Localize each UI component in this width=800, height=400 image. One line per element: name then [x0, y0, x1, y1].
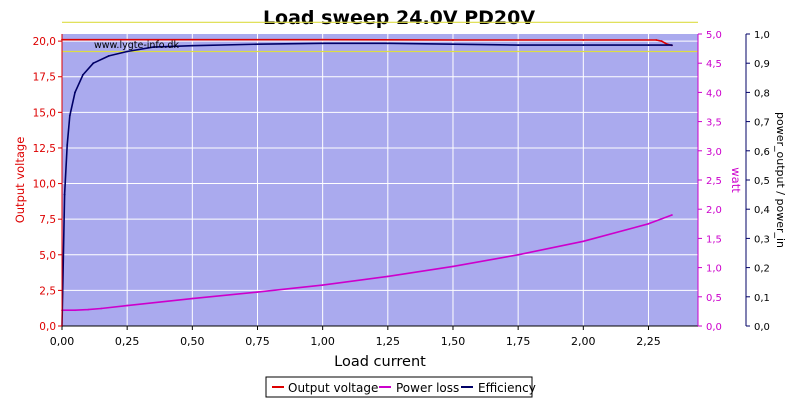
data-point-output-voltage — [582, 39, 585, 41]
y-right1-tick-label: 5,0 — [706, 30, 722, 41]
y-left-tick-label: 15,0 — [33, 107, 56, 119]
chart-title: Load sweep 24.0V PD20V — [263, 7, 535, 29]
data-point-efficiency — [63, 193, 66, 196]
data-point-power-loss — [647, 222, 650, 225]
legend-label-power-loss: Power loss — [396, 381, 459, 395]
x-tick-label: 2,25 — [636, 335, 661, 348]
x-tick-label: 1,75 — [506, 335, 531, 348]
data-point-efficiency — [582, 44, 585, 46]
legend-label-efficiency: Efficiency — [478, 381, 536, 395]
data-point-efficiency — [517, 44, 520, 46]
data-point-power-loss — [100, 307, 102, 310]
y-right2-tick-label: 0,7 — [754, 118, 770, 129]
x-tick-label: 1,25 — [376, 335, 401, 348]
data-point-efficiency — [671, 44, 673, 46]
data-point-power-loss — [452, 265, 454, 268]
data-point-output-voltage — [321, 38, 324, 41]
legend-box — [265, 376, 533, 398]
y-left-tick-label: 17,5 — [33, 72, 56, 84]
y-left-tick-label: 20,0 — [33, 36, 56, 48]
data-point-efficiency — [647, 44, 650, 46]
y-right1-tick-label: 2,0 — [706, 205, 722, 216]
y-right1-tick-label: 3,5 — [706, 118, 722, 129]
data-point-power-loss — [74, 309, 76, 312]
y-left-tick-label: 12,5 — [33, 143, 56, 155]
legend: Output voltage Power loss Efficiency — [265, 376, 536, 398]
y-right1-tick-label: 4,0 — [706, 88, 722, 99]
data-point-efficiency — [68, 114, 71, 117]
y-right2-tick-label: 0,0 — [754, 322, 770, 333]
data-point-efficiency — [321, 42, 324, 45]
data-point-efficiency — [386, 42, 389, 45]
data-point-efficiency — [191, 44, 194, 47]
y-right1-tick-label: 4,5 — [706, 59, 722, 70]
y-right2-tick-label: 0,8 — [754, 88, 770, 99]
y-left-tick-label: 0,0 — [39, 321, 56, 333]
y-right1-tick-label: 2,5 — [706, 176, 722, 187]
data-point-power-loss — [386, 275, 389, 278]
y-right2-tick-label: 1,0 — [754, 30, 770, 41]
y-right1-tick-label: 1,5 — [706, 234, 722, 245]
data-point-efficiency — [92, 62, 95, 65]
x-tick-label: 1,50 — [441, 335, 466, 348]
data-point-efficiency — [74, 91, 76, 94]
x-tick-label: 0,00 — [50, 335, 75, 348]
plot-area — [62, 34, 698, 326]
data-point-efficiency — [66, 144, 69, 146]
y-right1-tick-label: 0,0 — [706, 322, 722, 333]
x-tick-label: 0,50 — [180, 335, 205, 348]
y-right2-tick-label: 0,6 — [754, 147, 770, 158]
data-point-output-voltage — [452, 39, 454, 41]
x-tick-label: 2,00 — [571, 335, 596, 348]
y-left-axis-label: Output voltage — [13, 137, 27, 224]
y-right1-axis-label: watt — [729, 167, 743, 193]
x-tick-label: 0,25 — [115, 335, 140, 348]
y-right2-tick-label: 0,1 — [754, 293, 770, 304]
data-point-power-loss — [671, 214, 673, 216]
y-right2-tick-label: 0,5 — [754, 176, 770, 187]
data-point-efficiency — [256, 43, 259, 46]
data-point-efficiency — [108, 55, 110, 57]
reference-lines — [62, 21, 698, 53]
axes-layer: 0,00 0,25 0,50 0,75 1,00 1,25 1,50 1,75 2,00 2,25… — [33, 30, 770, 348]
legend-label-output-voltage: Output voltage — [288, 381, 378, 395]
y-right1-tick-label: 0,5 — [706, 293, 722, 304]
y-right2-tick-label: 0,3 — [754, 234, 770, 245]
y-left-tick-label: 5,0 — [39, 250, 56, 262]
x-tick-label: 1,00 — [310, 335, 335, 348]
y-right2-tick-label: 0,9 — [754, 59, 770, 70]
watermark: www.lygte-info.dk — [94, 40, 179, 51]
y-left-tick-label: 10,0 — [33, 179, 56, 191]
y-right2-tick-label: 0,2 — [754, 264, 770, 275]
data-point-power-loss — [87, 308, 89, 311]
data-point-power-loss — [517, 253, 520, 256]
data-point-output-voltage — [660, 40, 663, 43]
data-point-output-voltage — [655, 39, 658, 41]
data-point-efficiency — [81, 73, 84, 76]
data-point-power-loss — [256, 291, 259, 294]
x-tick-label: 0,75 — [245, 335, 270, 348]
y-right1-tick-label: 3,0 — [706, 147, 722, 158]
y-right1-tick-label: 1,0 — [706, 264, 722, 275]
data-point-power-loss — [126, 304, 129, 307]
data-point-power-loss — [321, 284, 324, 287]
y-left-tick-label: 7,5 — [39, 214, 56, 226]
y-right2-tick-label: 0,4 — [754, 205, 770, 216]
data-point-efficiency — [452, 43, 454, 46]
data-point-output-voltage — [191, 38, 194, 41]
data-point-power-loss — [582, 240, 585, 243]
y-right2-axis-label: power_output / power_in — [774, 112, 787, 248]
x-axis-label: Load current — [334, 354, 426, 370]
data-point-power-loss — [191, 297, 194, 300]
data-point-efficiency — [126, 50, 129, 53]
data-point-efficiency — [152, 46, 155, 49]
series-line-power-loss — [62, 214, 673, 312]
y-left-tick-label: 2,5 — [39, 285, 56, 297]
